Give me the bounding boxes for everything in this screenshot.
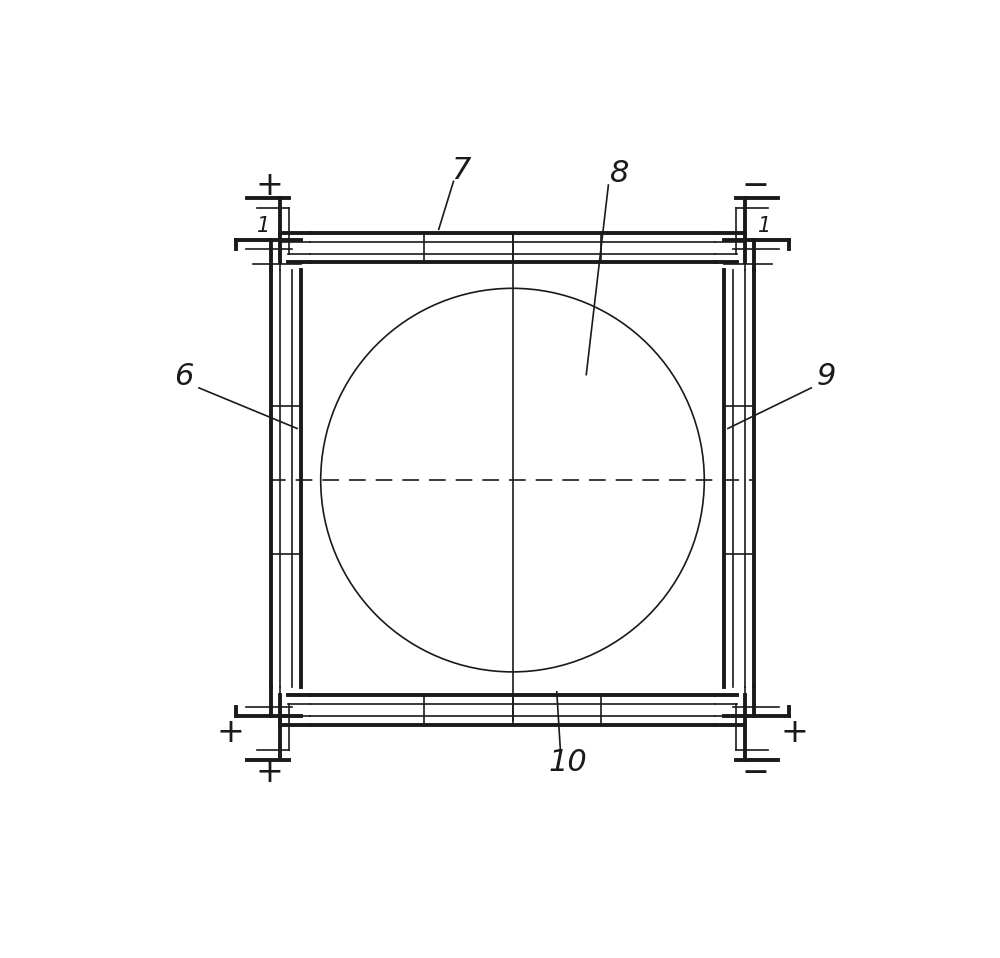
Text: 10: 10 — [548, 748, 587, 777]
Text: 9: 9 — [816, 362, 836, 391]
Text: −: − — [742, 169, 770, 201]
Text: −: − — [742, 757, 770, 789]
Text: 7: 7 — [451, 156, 471, 185]
Text: +: + — [255, 757, 283, 789]
Text: 8: 8 — [610, 159, 629, 189]
Text: +: + — [780, 716, 808, 749]
Text: +: + — [255, 169, 283, 201]
Text: 6: 6 — [175, 362, 194, 391]
Text: 1: 1 — [758, 216, 771, 236]
Text: 1: 1 — [257, 216, 271, 236]
Text: +: + — [217, 716, 245, 749]
